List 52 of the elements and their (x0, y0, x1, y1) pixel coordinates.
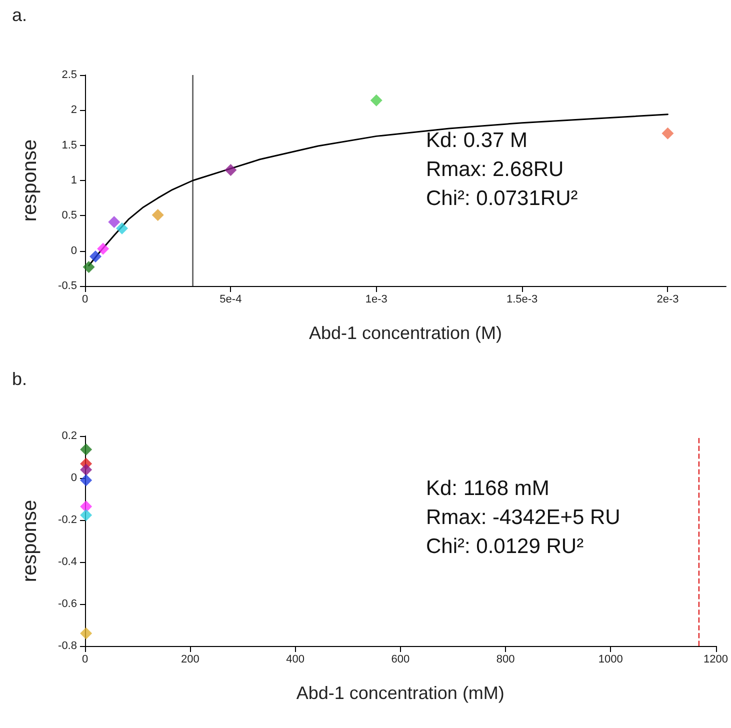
x-tick-label: 400 (286, 654, 304, 666)
point (224, 164, 237, 176)
point (80, 474, 92, 486)
y-tick-label: 0.2 (62, 430, 77, 442)
point (80, 443, 92, 456)
point (97, 242, 110, 255)
x-tick-label: 1200 (704, 654, 728, 666)
point (82, 261, 95, 274)
x-axis-title: Abd-1 concentration (mM) (296, 683, 504, 703)
y-tick-label: 1 (70, 174, 77, 186)
x-tick-label: 0 (82, 654, 88, 666)
point (116, 222, 128, 234)
x-tick-label: 1.5e-3 (506, 294, 538, 306)
annotation: Rmax: -4342E+5 RU (426, 506, 620, 529)
x-tick-label: 800 (496, 654, 515, 666)
y-tick-label: 2.5 (62, 69, 77, 81)
annotation: Kd: 0.37 M (426, 129, 528, 152)
y-tick-label: 0 (70, 244, 77, 257)
x-tick-label: 1e-3 (365, 294, 388, 306)
point (80, 464, 92, 476)
point (152, 208, 164, 221)
point (662, 127, 674, 140)
text: a. (12, 5, 28, 25)
y-tick-label: 0.5 (62, 210, 77, 222)
y-tick-label: 2 (70, 104, 77, 116)
point (80, 627, 92, 640)
x-tick-label: 1000 (598, 654, 623, 666)
x-tick-label: 0 (82, 294, 88, 306)
annotation: Rmax: 2.68RU (426, 158, 564, 181)
point (108, 216, 120, 228)
y-tick-label: -0.5 (58, 280, 77, 292)
y-tick-label: -0.8 (58, 640, 77, 652)
y-tick-label: -0.6 (58, 598, 77, 610)
x-tick-label: 2e-3 (656, 294, 679, 306)
point (89, 250, 102, 262)
y-tick-label: 0 (70, 472, 77, 484)
point (370, 94, 382, 106)
point (80, 500, 92, 513)
text: b. (12, 369, 28, 389)
x-tick-label: 600 (391, 654, 410, 666)
annotation: Kd: 1168 mM (426, 477, 550, 500)
y-tick-label: -0.4 (58, 556, 77, 568)
annotation: Chi²: 0.0129 RU² (426, 535, 584, 558)
x-tick-label: 5e-4 (220, 294, 242, 306)
y-axis-title: response (19, 500, 41, 582)
annotation: Chi²: 0.0731RU² (426, 187, 578, 210)
x-tick-label: 200 (180, 654, 200, 666)
y-tick-label: -0.2 (58, 514, 77, 526)
y-axis-title: response (19, 139, 41, 222)
point (80, 509, 92, 522)
y-tick-label: 1.5 (62, 139, 77, 152)
x-axis-title: Abd-1 concentration (M) (308, 323, 502, 343)
